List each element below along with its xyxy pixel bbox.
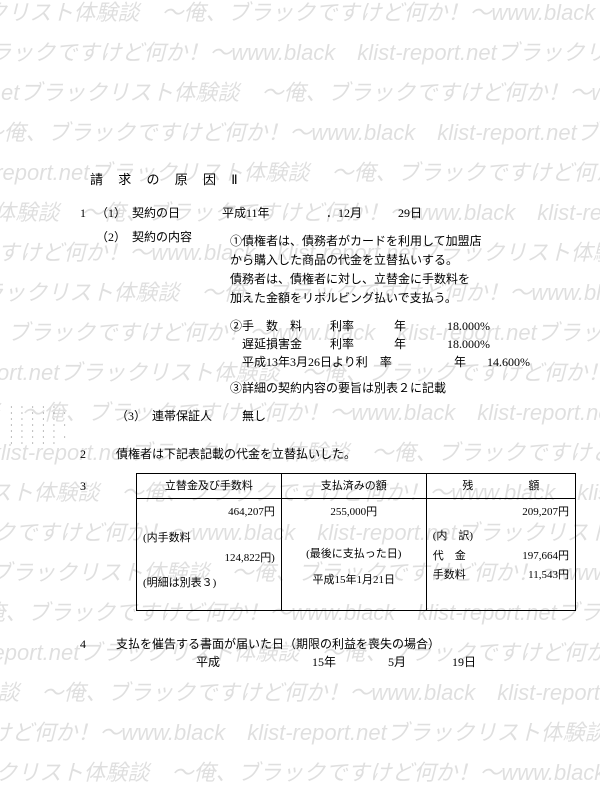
cell-paid: 255,000円 (最後に支払った日) 平成15年1月21日 [281,499,426,611]
clause-2-rates: ②手 数 料 利率 年 18.000% 遅延損害金 利率 年 18.000% 平… [230,317,540,371]
contract-date-value: 平成11年 ．12月 29日 [222,204,540,222]
item-2: 2 債権者は下記表記載の代金を立替払いした。 [80,445,540,463]
table-header-advance: 立替金及び手数料 [137,473,282,499]
item-3: 3 立替金及び手数料 支払済みの額 残 額 464,207円 (内手数料 124… [80,473,540,611]
clause-3: ③詳細の契約内容の要旨は別表２に記載 [230,379,540,397]
section-2-text: 債権者は下記表記載の代金を立替払いした。 [116,445,356,463]
cell-advance: 464,207円 (内手数料 124,822円) (明細は別表３) [137,499,282,611]
section-4-text: 支払を催告する書面が届いた日（期限の利益を喪失の場合） [116,635,476,653]
guarantor-label: 連帯保証人 [152,407,242,425]
subsection-number: （1） [96,204,132,222]
guarantor-value: 無し [242,407,540,425]
contract-content-label: 契約の内容 [132,228,222,246]
item-4: 4 支払を催告する書面が届いた日（期限の利益を喪失の場合） 平成 15年 5月 … [80,635,540,671]
cell-balance: 209,207円 (内 訳) 代 金197,664円 手数料11,543円 [426,499,575,611]
item-1-1: 1 （1） 契約の日 平成11年 ．12月 29日 [80,204,540,222]
table-header-paid: 支払済みの額 [281,473,426,499]
section-number: 2 [80,445,96,463]
document-content: 請 求 の 原 因 Ⅱ 1 （1） 契約の日 平成11年 ．12月 29日 （2… [0,0,600,800]
table-header-balance: 残 額 [426,473,575,499]
document-title: 請 求 の 原 因 Ⅱ [90,170,540,190]
subsection-number: （3） [96,407,152,425]
contract-date-label: 契約の日 [132,204,222,222]
clause-1: ①債権者は、債務者がカードを利用して加盟店 から購入した商品の代金を立替払いする… [230,232,540,307]
subsection-number: （2） [96,228,132,246]
section-number: 4 [80,635,96,671]
item-1-3: （3） 連帯保証人 無し [80,407,540,425]
section-number: 1 [80,204,96,222]
payment-table: 立替金及び手数料 支払済みの額 残 額 464,207円 (内手数料 124,8… [136,473,576,611]
